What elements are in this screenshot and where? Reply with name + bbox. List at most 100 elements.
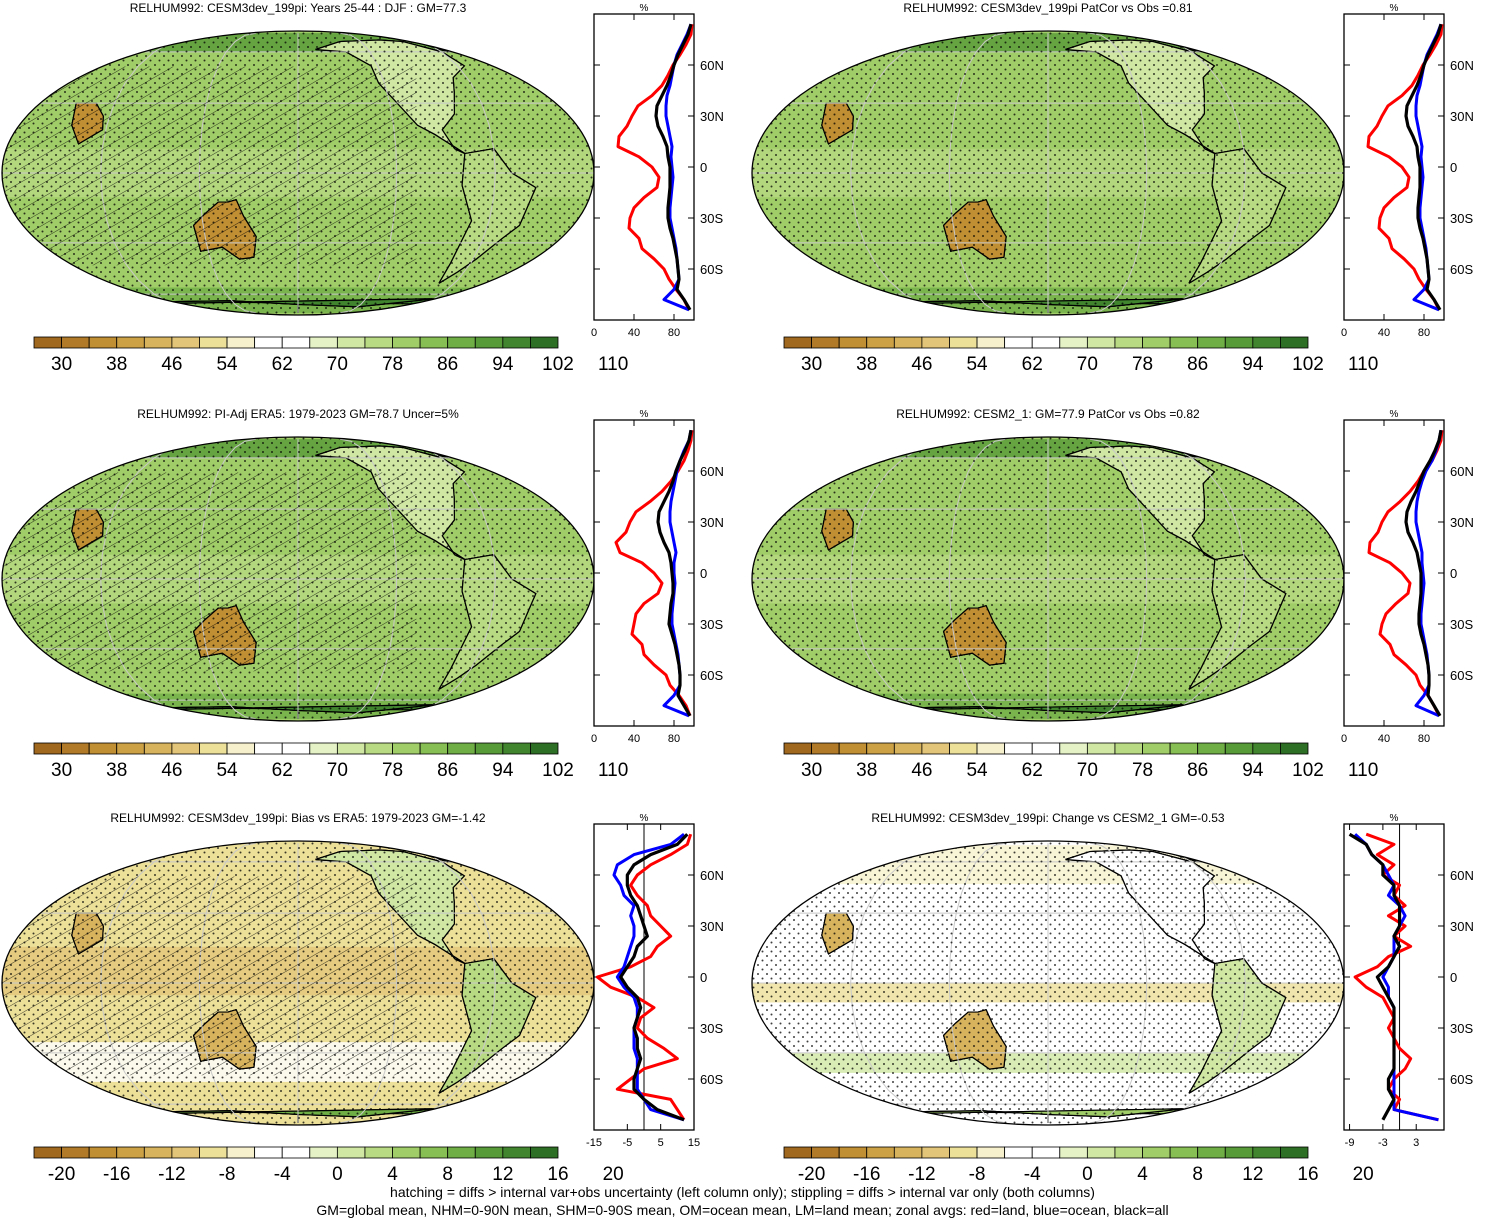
panel-title: RELHUM992: CESM3dev_199pi: Change vs CES… [871, 811, 1225, 825]
profile-xtick-label: 0 [1341, 733, 1347, 745]
colorbar-swatch [171, 742, 200, 755]
colorbar-label: 62 [272, 760, 293, 781]
colorbar-label: 8 [442, 1164, 453, 1185]
map-stippling [752, 31, 1344, 315]
profile-lat-label: 30N [700, 515, 724, 530]
colorbar-label: 78 [1132, 760, 1153, 781]
profile-xtick-label: 0 [591, 733, 597, 745]
colorbar-2: 30 38 46 54 62 70 78 86 94 102 110 [33, 742, 628, 781]
colorbar-swatch [226, 336, 256, 349]
colorbar-swatch [1280, 1146, 1309, 1159]
colorbar-label: 102 [542, 760, 574, 781]
colorbar-swatch [1169, 336, 1199, 349]
colorbar-swatch [171, 1146, 200, 1159]
colorbar-swatch [783, 742, 812, 755]
colorbar-swatch [336, 336, 366, 349]
colorbar-swatch [1004, 1146, 1033, 1159]
colorbar-swatch [1169, 742, 1199, 755]
colorbar-swatch [143, 742, 173, 755]
colorbar-swatch [61, 1146, 90, 1159]
profile-lat-label: 0 [1450, 160, 1457, 175]
profile-lat-label: 60N [700, 464, 724, 479]
colorbar-label: 4 [387, 1164, 398, 1185]
footer-hatching-note: hatching = diffs > internal var+obs unce… [390, 1184, 1095, 1200]
colorbar-swatch [949, 1146, 978, 1159]
colorbar-3: 30 38 46 54 62 70 78 86 94 102 110 [783, 742, 1378, 781]
profile-xtick-label: 80 [1418, 327, 1430, 339]
colorbar-label: 30 [51, 760, 72, 781]
colorbar-swatch [838, 742, 868, 755]
colorbar-label: 102 [542, 354, 574, 375]
colorbar-swatch [392, 1146, 421, 1159]
colorbar-swatch [1252, 1146, 1281, 1159]
colorbar-label: 46 [161, 760, 182, 781]
colorbar-swatch [226, 742, 256, 755]
colorbar-swatch [474, 742, 504, 755]
colorbar-swatch [811, 1146, 840, 1159]
colorbar-swatch [281, 742, 311, 755]
profile-series-line [616, 24, 694, 311]
colorbar-swatch [281, 1146, 311, 1159]
colorbar-swatch [1142, 742, 1171, 755]
colorbar-label: 0 [332, 1164, 343, 1185]
profile-lat-label: 60N [1450, 464, 1474, 479]
colorbar-label: 0 [1082, 1164, 1093, 1185]
colorbar-label: 70 [1077, 760, 1098, 781]
colorbar-swatch [419, 742, 449, 755]
profile-lat-label: 60S [700, 1072, 723, 1087]
colorbar-swatch [1197, 1146, 1226, 1159]
colorbar-label: 30 [801, 354, 822, 375]
profile-series-line [595, 833, 693, 1121]
profile-3: 0 40 80% 60N 30N 0 30S 60S [1341, 409, 1474, 745]
colorbar-label: 46 [161, 354, 182, 375]
map-hatching [2, 66, 417, 266]
colorbar-swatch [1086, 336, 1116, 349]
colorbar-swatch [502, 742, 531, 755]
colorbar-label: 38 [856, 760, 877, 781]
profile-lat-label: 60S [700, 668, 723, 683]
colorbar-swatch [976, 742, 1006, 755]
map-2 [1, 436, 595, 722]
colorbar-label: 78 [382, 760, 403, 781]
profile-lat-label: 30S [1450, 617, 1473, 632]
profile-series-line [656, 429, 693, 717]
profile-series-line [1348, 832, 1402, 1121]
profile-4: -15 -5 5 15% 60N 30N 0 30S 60S [586, 813, 724, 1149]
colorbar-label: 70 [327, 354, 348, 375]
profile-xtick-label: 3 [1413, 1137, 1419, 1149]
colorbar-label: 102 [1292, 760, 1324, 781]
colorbar-swatch [226, 1146, 256, 1159]
colorbar-label: 54 [216, 354, 238, 375]
colorbar-label: 62 [1022, 760, 1043, 781]
profile-unit-label: % [640, 409, 649, 420]
colorbar-swatch [33, 1146, 62, 1159]
colorbar-label: -8 [969, 1164, 986, 1185]
colorbar-swatch [1252, 336, 1281, 349]
profile-series-line [1404, 23, 1443, 311]
colorbar-swatch [1252, 742, 1281, 755]
colorbar-swatch [88, 1146, 118, 1159]
colorbar-label: 78 [1132, 354, 1153, 375]
colorbar-label: 62 [1022, 354, 1043, 375]
colorbar-swatch [866, 1146, 895, 1159]
colorbar-label: 94 [1242, 760, 1264, 781]
profile-xtick-label: 5 [658, 1137, 664, 1149]
colorbar-label: -12 [158, 1164, 185, 1185]
profile-series-line [1366, 24, 1444, 311]
colorbar-swatch [976, 336, 1006, 349]
profile-xtick-label: 40 [1378, 327, 1390, 339]
colorbar-swatch [1114, 1146, 1143, 1159]
profile-lat-label: 30N [1450, 919, 1474, 934]
colorbar-swatch [116, 742, 145, 755]
colorbar-swatch [364, 1146, 393, 1159]
colorbar-0: 30 38 46 54 62 70 78 86 94 102 110 [33, 336, 628, 375]
colorbar-swatch [1004, 336, 1033, 349]
colorbar-swatch [116, 336, 145, 349]
colorbar-swatch [1224, 742, 1254, 755]
profile-xtick-label: -3 [1378, 1137, 1388, 1149]
profile-0: 0 40 80% 60N 30N 0 30S 60S [591, 3, 724, 339]
colorbar-label: 110 [1348, 354, 1378, 375]
colorbar-swatch [530, 1146, 559, 1159]
profile-lat-label: 30N [700, 919, 724, 934]
